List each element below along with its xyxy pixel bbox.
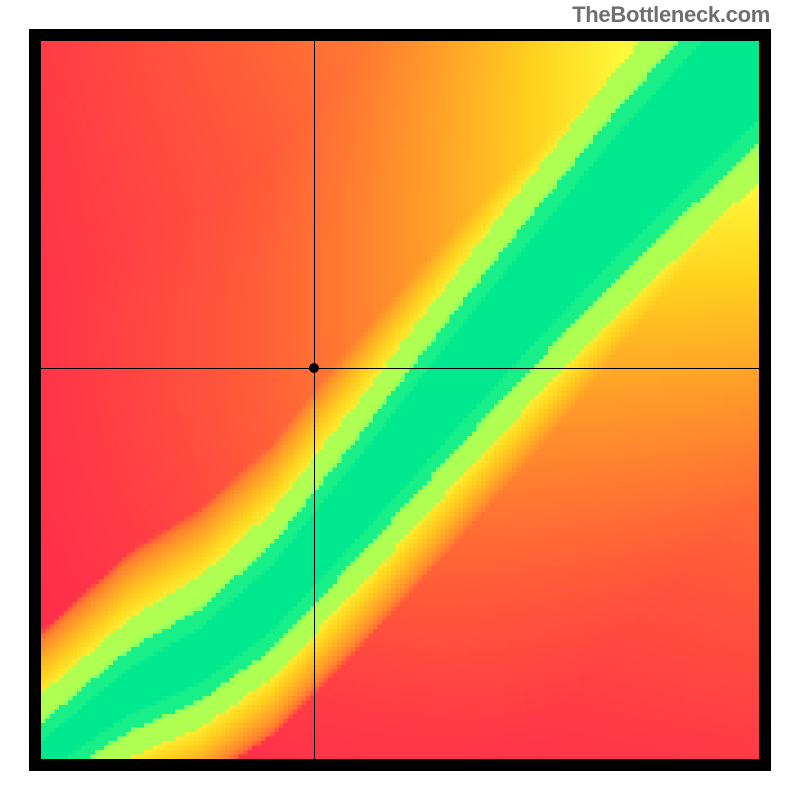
- plot-frame: [29, 29, 771, 771]
- marker-dot: [309, 363, 319, 373]
- heatmap-canvas: [41, 41, 759, 759]
- plot-area: [41, 41, 759, 759]
- crosshair-horizontal: [41, 368, 759, 369]
- crosshair-vertical: [314, 41, 315, 759]
- watermark-text: TheBottleneck.com: [572, 2, 770, 28]
